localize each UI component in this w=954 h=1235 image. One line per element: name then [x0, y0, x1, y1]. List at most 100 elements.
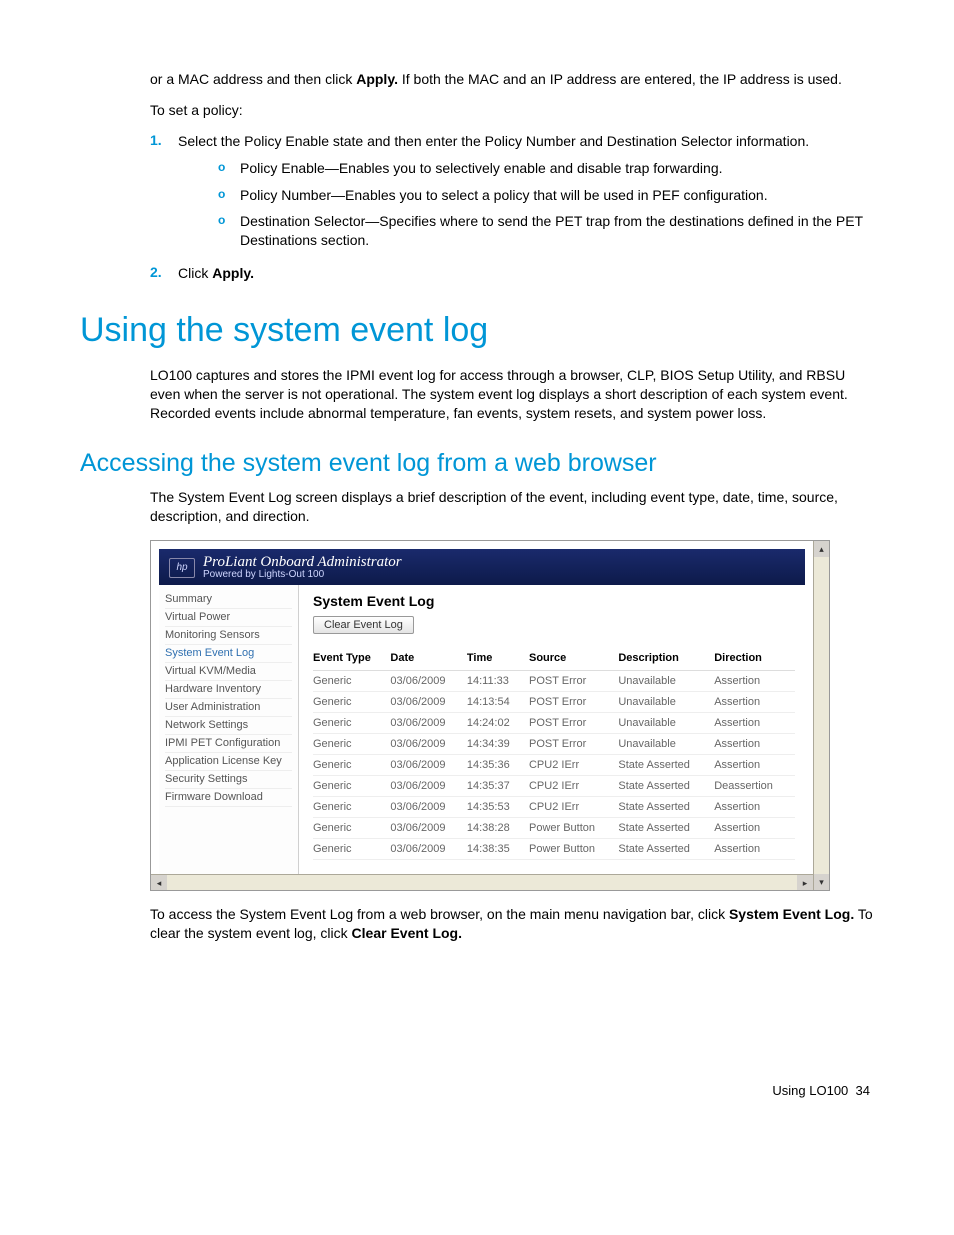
table-row: Generic03/06/200914:38:35Power ButtonSta… [313, 838, 795, 859]
table-cell: Generic [313, 733, 390, 754]
table-cell: 03/06/2009 [390, 691, 466, 712]
table-row: Generic03/06/200914:35:36CPU2 IErrState … [313, 754, 795, 775]
list-body: Click Apply. [178, 264, 254, 283]
bullet-icon: o [218, 212, 240, 250]
table-cell: State Asserted [618, 754, 714, 775]
apply-bold: Apply. [356, 71, 398, 87]
bullet-icon: o [218, 186, 240, 205]
scroll-up-icon[interactable]: ▴ [814, 541, 829, 557]
table-cell: Generic [313, 775, 390, 796]
panel-title: System Event Log [313, 593, 795, 609]
table-cell: POST Error [529, 712, 618, 733]
main-panel: System Event Log Clear Event Log Event T… [299, 585, 805, 874]
footer-text: Using LO100 [772, 1083, 848, 1098]
list-item: 1. Select the Policy Enable state and th… [150, 132, 874, 258]
table-cell: 14:11:33 [467, 670, 529, 691]
embedded-screenshot: ▴ ▾ hp ProLiant Onboard Administrator Po… [150, 540, 830, 891]
table-cell: 03/06/2009 [390, 838, 466, 859]
table-cell: Unavailable [618, 691, 714, 712]
list-item: 2. Click Apply. [150, 264, 874, 283]
horizontal-scrollbar[interactable]: ◂ ▸ [151, 874, 813, 890]
table-cell: 03/06/2009 [390, 796, 466, 817]
sidebar-item[interactable]: Firmware Download [165, 789, 292, 807]
sidebar-item[interactable]: Virtual KVM/Media [165, 663, 292, 681]
table-cell: 03/06/2009 [390, 670, 466, 691]
table-cell: Assertion [714, 670, 795, 691]
bold-text: System Event Log. [729, 906, 854, 922]
apply-bold: Apply. [212, 265, 254, 281]
table-cell: 03/06/2009 [390, 712, 466, 733]
table-row: Generic03/06/200914:38:28Power ButtonSta… [313, 817, 795, 838]
text-fragment: or a MAC address and then click [150, 71, 356, 87]
table-cell: State Asserted [618, 838, 714, 859]
sub-list-item: o Policy Number—Enables you to select a … [218, 186, 874, 205]
table-row: Generic03/06/200914:11:33POST ErrorUnava… [313, 670, 795, 691]
after-screenshot-paragraph: To access the System Event Log from a we… [80, 905, 874, 943]
table-row: Generic03/06/200914:35:37CPU2 IErrState … [313, 775, 795, 796]
text-fragment: To access the System Event Log from a we… [150, 906, 729, 922]
table-cell: CPU2 IErr [529, 754, 618, 775]
text-fragment: Click [178, 265, 212, 281]
table-cell: 14:35:53 [467, 796, 529, 817]
table-cell: Assertion [714, 817, 795, 838]
table-cell: 14:35:37 [467, 775, 529, 796]
text-fragment: If both the MAC and an IP address are en… [398, 71, 842, 87]
screenshot-body: SummaryVirtual PowerMonitoring SensorsSy… [159, 585, 805, 874]
table-cell: CPU2 IErr [529, 775, 618, 796]
table-cell: State Asserted [618, 796, 714, 817]
sidebar-item[interactable]: System Event Log [165, 645, 292, 663]
event-log-table: Event TypeDateTimeSourceDescriptionDirec… [313, 648, 795, 860]
table-cell: Generic [313, 796, 390, 817]
table-cell: 03/06/2009 [390, 817, 466, 838]
table-cell: Assertion [714, 754, 795, 775]
table-cell: 03/06/2009 [390, 733, 466, 754]
table-cell: Generic [313, 691, 390, 712]
vertical-scrollbar[interactable]: ▴ ▾ [813, 541, 829, 890]
sidebar-item[interactable]: IPMI PET Configuration [165, 735, 292, 753]
nav-sidebar: SummaryVirtual PowerMonitoring SensorsSy… [159, 585, 299, 874]
sidebar-item[interactable]: Hardware Inventory [165, 681, 292, 699]
table-cell: State Asserted [618, 817, 714, 838]
table-cell: Assertion [714, 838, 795, 859]
sidebar-item[interactable]: Application License Key [165, 753, 292, 771]
table-cell: Generic [313, 712, 390, 733]
page-number: 34 [856, 1083, 870, 1098]
table-row: Generic03/06/200914:35:53CPU2 IErrState … [313, 796, 795, 817]
document-page: or a MAC address and then click Apply. I… [0, 0, 954, 1138]
sub-list-text: Policy Enable—Enables you to selectively… [240, 159, 723, 178]
banner-title: ProLiant Onboard Administrator [203, 555, 402, 571]
sidebar-item[interactable]: Network Settings [165, 717, 292, 735]
table-cell: CPU2 IErr [529, 796, 618, 817]
table-cell: Deassertion [714, 775, 795, 796]
scroll-right-icon[interactable]: ▸ [797, 875, 813, 890]
table-cell: Power Button [529, 817, 618, 838]
bold-text: Clear Event Log. [352, 925, 462, 941]
table-cell: Generic [313, 754, 390, 775]
sidebar-item[interactable]: Security Settings [165, 771, 292, 789]
column-header: Direction [714, 648, 795, 671]
table-cell: 14:24:02 [467, 712, 529, 733]
table-cell: POST Error [529, 733, 618, 754]
banner-titles: ProLiant Onboard Administrator Powered b… [203, 555, 402, 581]
scroll-left-icon[interactable]: ◂ [151, 875, 167, 890]
sidebar-item[interactable]: User Administration [165, 699, 292, 717]
bullet-icon: o [218, 159, 240, 178]
table-cell: 03/06/2009 [390, 754, 466, 775]
sidebar-item[interactable]: Summary [165, 591, 292, 609]
clear-event-log-button[interactable]: Clear Event Log [313, 616, 414, 634]
hp-logo-icon: hp [169, 558, 195, 578]
table-cell: Generic [313, 670, 390, 691]
column-header: Description [618, 648, 714, 671]
sidebar-item[interactable]: Virtual Power [165, 609, 292, 627]
scroll-down-icon[interactable]: ▾ [814, 874, 829, 890]
table-cell: Assertion [714, 712, 795, 733]
table-cell: Power Button [529, 838, 618, 859]
table-row: Generic03/06/200914:24:02POST ErrorUnava… [313, 712, 795, 733]
column-header: Event Type [313, 648, 390, 671]
sub-list: o Policy Enable—Enables you to selective… [218, 159, 874, 251]
sidebar-item[interactable]: Monitoring Sensors [165, 627, 292, 645]
column-header: Source [529, 648, 618, 671]
banner-subtitle: Powered by Lights-Out 100 [203, 570, 402, 581]
heading-1: Using the system event log [80, 311, 874, 350]
sub-list-text: Destination Selector—Specifies where to … [240, 212, 874, 250]
